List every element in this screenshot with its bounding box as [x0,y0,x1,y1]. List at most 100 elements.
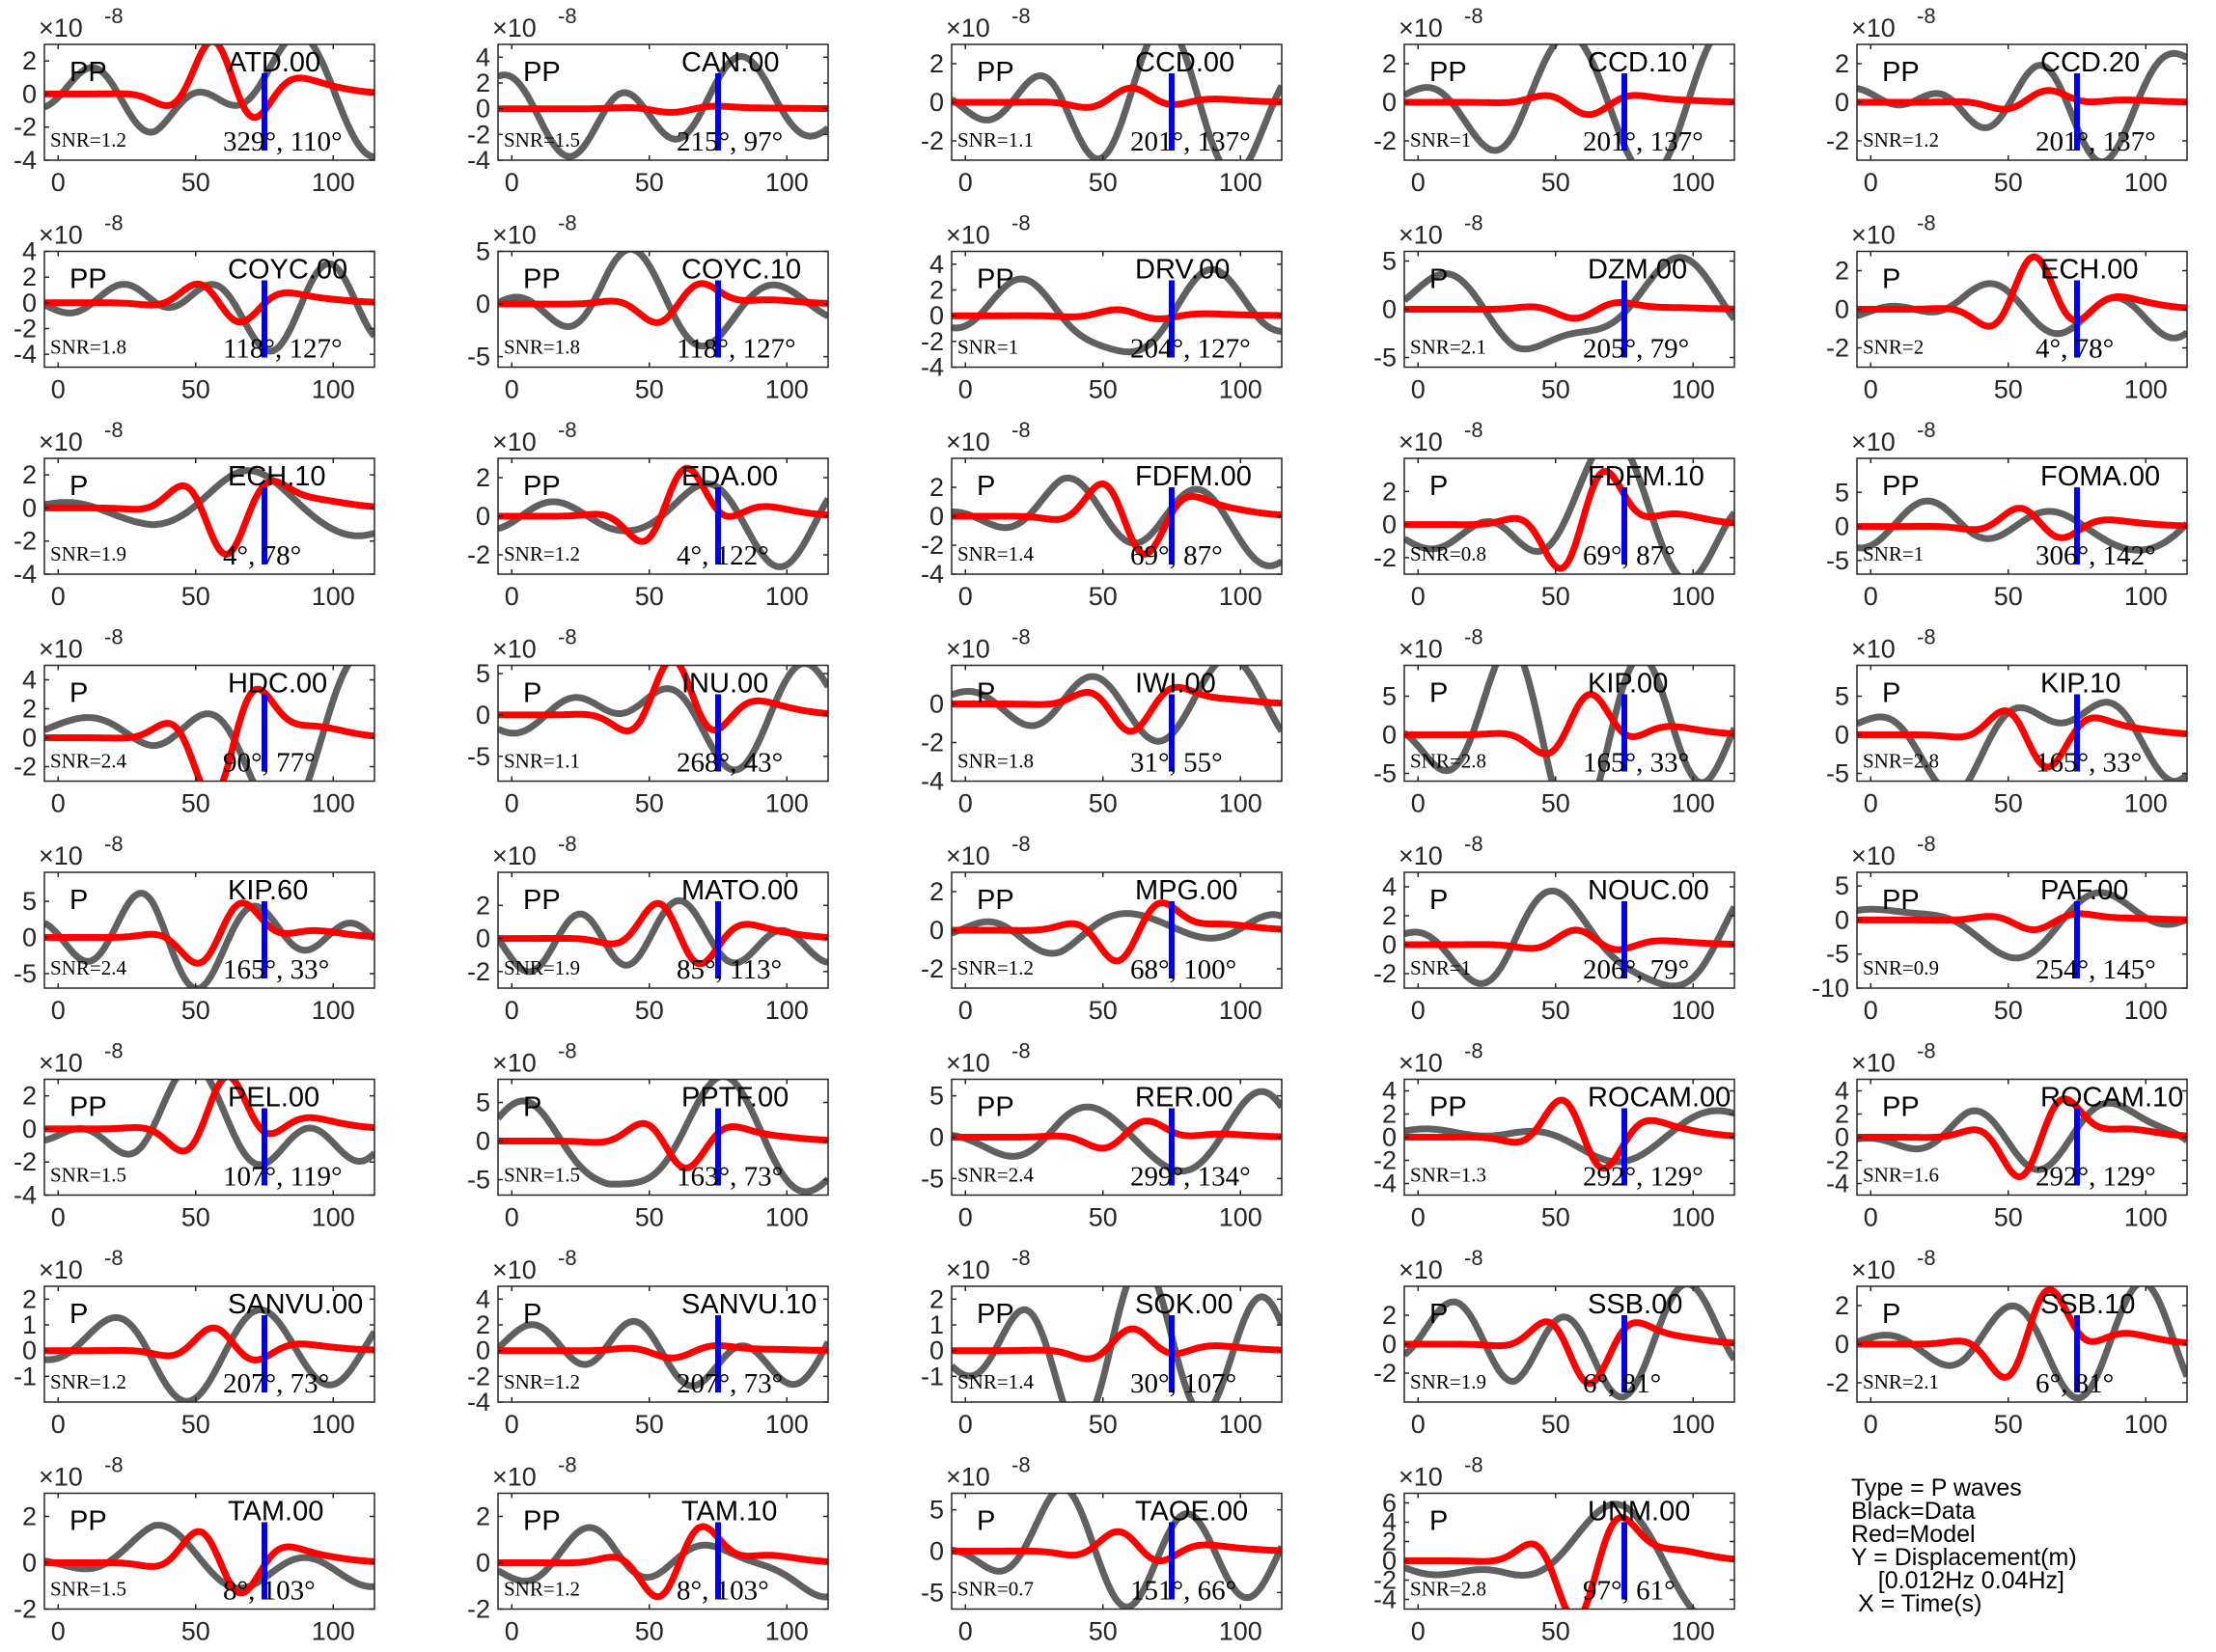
angles-label: 215°, 97° [677,126,783,157]
data-trace [498,53,828,160]
y-tick-label: 0 [1835,721,1849,750]
x-tick-label: 100 [2124,375,2168,404]
station-label: KIP.00 [1588,669,1668,700]
y-tick-label: 5 [1835,682,1849,711]
phase-label: PP [69,1506,107,1537]
data-trace [44,260,374,355]
y-tick-label: 2 [476,463,490,492]
snr-label: SNR=1.2 [504,1578,580,1601]
x-tick-label: 50 [635,375,664,404]
y-tick-label: -2 [1373,543,1397,572]
phase-label: PP [977,57,1014,88]
y-tick-label: 0 [22,1549,37,1578]
data-trace [44,1522,374,1592]
y-tick-label: -5 [1373,344,1397,372]
angles-label: 268°, 43° [677,748,783,779]
angles-label: 207°, 73° [223,1368,329,1399]
angles-label: 292°, 129° [2036,1162,2156,1193]
snr-label: SNR=1.3 [1410,1164,1486,1187]
data-trace [44,1306,374,1402]
phase-label: P [1429,678,1448,709]
exponent-power: -8 [558,1039,577,1063]
y-tick-label: 4 [22,237,37,266]
y-tick-label: 2 [929,473,944,502]
y-tick-label: 0 [22,1336,37,1365]
exponent-label: ×10 [1851,841,1896,870]
x-tick-label: 50 [181,1203,210,1232]
station-label: INU.00 [681,669,768,700]
station-label: PPTF.00 [681,1083,789,1114]
x-tick-label: 0 [1411,1203,1426,1232]
x-tick-label: 100 [1672,1203,1715,1232]
exponent-power: -8 [1464,418,1483,442]
exponent-label: ×10 [1851,1255,1896,1284]
model-trace [1404,468,1734,572]
exponent-label: ×10 [39,14,83,42]
x-tick-label: 50 [1541,1203,1570,1232]
panel-kip-10: 0 50 100 -5 0 5×10 -8 P KIP.10 SNR=2.8 165°, 33° [1826,625,2188,818]
x-tick-label: 0 [1864,1410,1878,1439]
snr-label: SNR=2.1 [1410,336,1486,359]
snr-label: SNR=1 [1863,542,1924,565]
y-tick-label: 2 [476,69,490,97]
station-label: CCD.10 [1588,47,1687,78]
exponent-power: -8 [1917,625,1936,649]
angles-label: 165°, 33° [1583,748,1689,779]
data-trace [1404,254,1734,353]
y-tick-label: -2 [467,957,490,986]
y-tick-label: -4 [14,146,37,175]
y-tick-label: -4 [1373,1170,1397,1198]
axes-box [43,1492,375,1611]
model-trace [44,1079,374,1155]
x-tick-label: 50 [635,996,664,1025]
model-trace [1857,505,2187,541]
x-tick-label: 50 [1089,375,1118,404]
y-tick-label: 0 [929,690,944,719]
exponent-label: ×10 [946,14,990,42]
exponent-label: ×10 [946,635,990,664]
y-tick-label: 0 [929,1123,944,1152]
x-tick-label: 50 [181,1410,210,1439]
x-tick-label: 50 [1541,1617,1570,1646]
legend-line-data: Black=Data [1851,1498,1976,1525]
model-trace [498,1119,828,1171]
y-tick-label: 2 [22,262,37,291]
exponent-label: ×10 [1399,841,1443,870]
x-tick-label: 100 [1219,168,1262,197]
y-tick-label: -5 [467,343,490,372]
y-tick-label: -5 [14,959,37,988]
axes-box [43,250,375,369]
exponent-label: ×10 [946,1255,990,1284]
x-tick-label: 100 [765,375,809,404]
y-tick-label: -5 [921,1578,944,1607]
y-tick-label: -2 [1373,1146,1397,1175]
x-tick-label: 100 [2124,1203,2168,1232]
y-tick-label: 0 [22,79,37,108]
x-tick-label: 100 [2124,789,2168,818]
y-tick-label: 5 [22,887,37,916]
axes-box [951,250,1283,369]
snr-label: SNR=1.9 [1410,1370,1486,1393]
x-tick-label: 0 [505,1203,519,1232]
x-tick-label: 50 [1089,789,1118,818]
station-label: RER.00 [1135,1083,1233,1114]
snr-label: SNR=1.2 [50,128,126,151]
snr-label: SNR=1 [957,336,1018,359]
angles-label: 205°, 79° [1583,334,1689,365]
exponent-label: ×10 [946,1463,990,1492]
axes-box [1856,457,2188,575]
x-tick-label: 100 [1219,1410,1262,1439]
exponent-power: -8 [1917,4,1936,28]
x-tick-label: 0 [505,375,519,404]
y-tick-label: 2 [476,1310,490,1339]
y-tick-label: -2 [921,126,944,155]
axes-box [1403,664,1735,783]
phase-label: P [977,678,995,709]
exponent-power: -8 [1464,1453,1483,1477]
y-tick-label: -4 [14,560,37,589]
x-tick-label: 0 [958,789,973,818]
station-label: SANVU.10 [681,1289,817,1320]
